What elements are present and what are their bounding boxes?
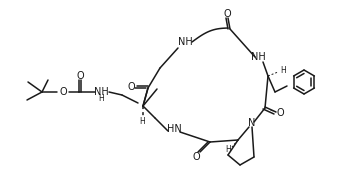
Text: NH: NH — [178, 37, 193, 47]
Text: H: H — [98, 93, 104, 102]
Text: O: O — [223, 9, 231, 19]
Text: O: O — [127, 82, 135, 92]
Text: O: O — [76, 71, 84, 81]
Text: O: O — [59, 87, 67, 97]
Text: O: O — [276, 108, 284, 118]
Text: H: H — [139, 117, 145, 125]
Text: N: N — [248, 118, 256, 128]
Text: NH: NH — [251, 52, 265, 62]
Text: HN: HN — [166, 124, 181, 134]
Text: H: H — [225, 144, 231, 154]
Text: O: O — [192, 152, 200, 162]
Text: H: H — [280, 65, 286, 75]
Text: NH: NH — [94, 87, 108, 97]
